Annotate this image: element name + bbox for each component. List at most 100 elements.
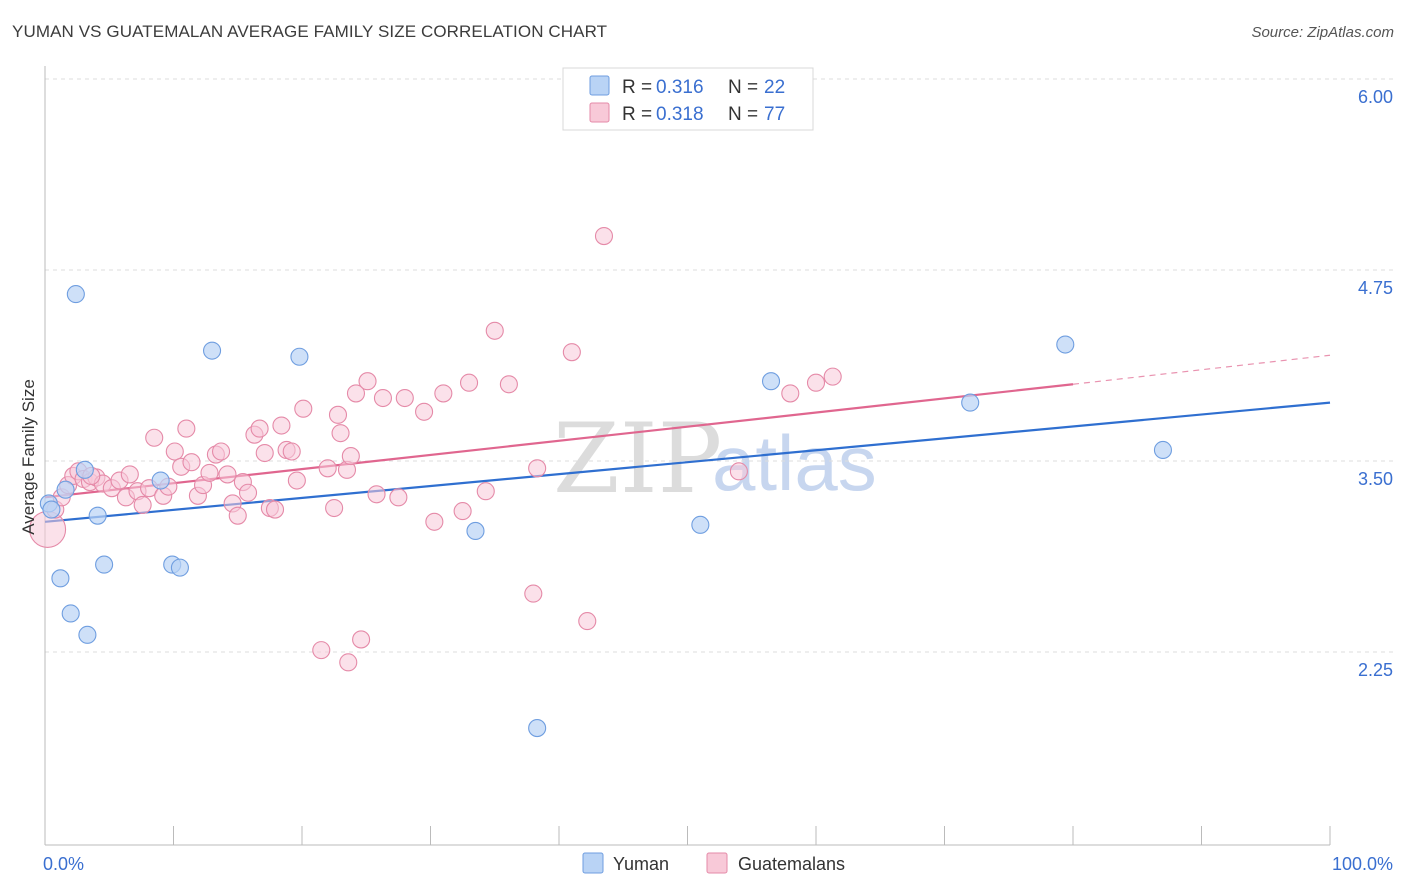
point-guatemalans	[499, 375, 518, 394]
point-guatemalans	[282, 442, 301, 461]
point-guatemalans	[367, 485, 386, 504]
point-guatemalans	[415, 402, 434, 421]
point-guatemalans	[265, 500, 285, 519]
point-guatemalans	[228, 506, 247, 525]
y-tick-label: 6.00	[1358, 87, 1393, 107]
data-points	[29, 226, 1172, 738]
point-guatemalans	[182, 453, 201, 472]
point-guatemalans	[453, 502, 472, 521]
point-guatemalans	[325, 498, 344, 518]
point-guatemalans	[287, 471, 306, 490]
point-guatemalans	[389, 488, 408, 507]
point-yuman	[290, 347, 309, 366]
point-guatemalans	[528, 459, 547, 478]
grid: 2.25 3.50 4.75 6.00	[45, 78, 1393, 680]
legend-yuman-n-label: N =	[728, 77, 758, 98]
point-guatemalans	[318, 459, 337, 478]
x-tick-label-min: 0.0%	[43, 854, 84, 874]
point-guatemalans	[434, 384, 453, 403]
point-yuman	[1153, 440, 1172, 460]
point-guatemalans	[255, 443, 274, 463]
point-guatemalans	[331, 424, 350, 443]
point-guatemalans	[339, 653, 358, 672]
point-yuman	[78, 625, 97, 644]
point-guatemalans	[312, 641, 331, 660]
point-yuman	[51, 569, 70, 588]
point-guatemalans	[476, 482, 495, 501]
bottom-legend-swatch-yuman	[582, 852, 604, 874]
legend-guat-r-label: R =	[622, 104, 652, 125]
bottom-legend: Yuman Guatemalans	[582, 852, 845, 874]
point-guatemalans	[177, 419, 196, 438]
point-guatemalans	[120, 465, 139, 484]
point-guatemalans	[200, 463, 219, 482]
x-tick-label-max: 100.0%	[1332, 854, 1393, 874]
point-yuman	[691, 515, 710, 534]
y-tick-label: 3.50	[1358, 469, 1393, 489]
axes	[44, 66, 1331, 846]
point-yuman	[761, 372, 781, 391]
point-yuman	[170, 558, 189, 577]
point-guatemalans	[145, 428, 164, 447]
point-yuman	[56, 480, 75, 499]
point-guatemalans	[594, 226, 614, 246]
point-guatemalans	[165, 442, 184, 461]
point-guatemalans	[218, 465, 237, 484]
point-guatemalans	[294, 399, 313, 418]
y-tick-label: 2.25	[1358, 660, 1393, 680]
legend-guat-n-value: 77	[764, 104, 785, 125]
legend-yuman-n-value: 22	[764, 77, 785, 98]
legend-yuman-r-value: 0.316	[656, 77, 704, 98]
point-guatemalans	[459, 373, 479, 392]
bottom-legend-yuman: Yuman	[613, 854, 669, 874]
point-yuman	[528, 719, 547, 738]
point-yuman	[961, 393, 980, 412]
point-guatemalans	[211, 442, 231, 461]
point-yuman	[1056, 335, 1075, 354]
point-guatemalans	[425, 512, 444, 531]
legend-yuman-r-label: R =	[622, 77, 652, 98]
chart-title: YUMAN VS GUATEMALAN AVERAGE FAMILY SIZE …	[12, 22, 608, 41]
trend-line-guatemalans-extension	[1072, 354, 1331, 385]
point-guatemalans	[250, 419, 269, 438]
point-yuman	[88, 506, 107, 525]
y-tick-label: 4.75	[1358, 278, 1393, 298]
point-yuman	[95, 555, 114, 574]
point-guatemalans	[395, 388, 414, 408]
point-guatemalans	[524, 584, 543, 603]
y-axis-label: Average Family Size	[19, 379, 38, 535]
point-guatemalans	[781, 384, 800, 403]
legend: R = 0.316 N = 22 R = 0.318 N = 77	[562, 67, 814, 131]
point-guatemalans	[729, 462, 748, 481]
point-yuman	[75, 460, 94, 479]
point-guatemalans	[485, 321, 504, 340]
legend-guat-n-label: N =	[728, 104, 758, 125]
trend-line-yuman	[44, 401, 1331, 523]
point-guatemalans	[328, 405, 348, 424]
point-guatemalans	[373, 388, 393, 408]
point-yuman	[66, 285, 85, 304]
point-guatemalans	[358, 372, 377, 391]
point-guatemalans	[272, 416, 291, 435]
watermark-zip: ZIP	[553, 403, 722, 515]
point-guatemalans	[346, 384, 366, 403]
bottom-legend-swatch-guatemalans	[706, 852, 728, 874]
legend-swatch-guatemalans	[589, 102, 610, 123]
point-guatemalans	[806, 373, 826, 392]
legend-guat-r-value: 0.318	[656, 104, 704, 125]
point-guatemalans	[823, 367, 842, 386]
point-yuman	[61, 604, 80, 623]
point-guatemalans	[352, 630, 371, 649]
point-guatemalans	[562, 343, 581, 362]
bottom-legend-guatemalans: Guatemalans	[738, 854, 845, 874]
point-guatemalans	[238, 483, 258, 502]
point-yuman	[151, 471, 170, 490]
point-yuman	[42, 500, 61, 519]
point-yuman	[203, 341, 222, 360]
point-guatemalans	[341, 447, 360, 466]
legend-swatch-yuman	[589, 75, 610, 96]
chart-source: Source: ZipAtlas.com	[1251, 24, 1394, 41]
point-yuman	[466, 521, 485, 541]
point-guatemalans	[133, 495, 152, 515]
